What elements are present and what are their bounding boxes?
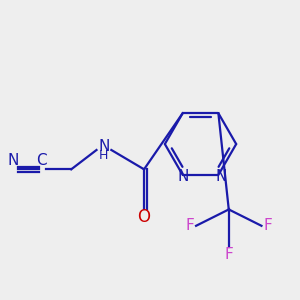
Text: F: F — [264, 218, 272, 233]
Text: N: N — [215, 169, 226, 184]
Text: N: N — [177, 169, 188, 184]
Text: F: F — [224, 247, 233, 262]
Text: F: F — [185, 218, 194, 233]
Text: H: H — [99, 149, 109, 162]
Text: N: N — [8, 154, 19, 169]
Text: N: N — [98, 139, 110, 154]
Text: C: C — [36, 154, 47, 169]
Text: O: O — [138, 208, 151, 226]
